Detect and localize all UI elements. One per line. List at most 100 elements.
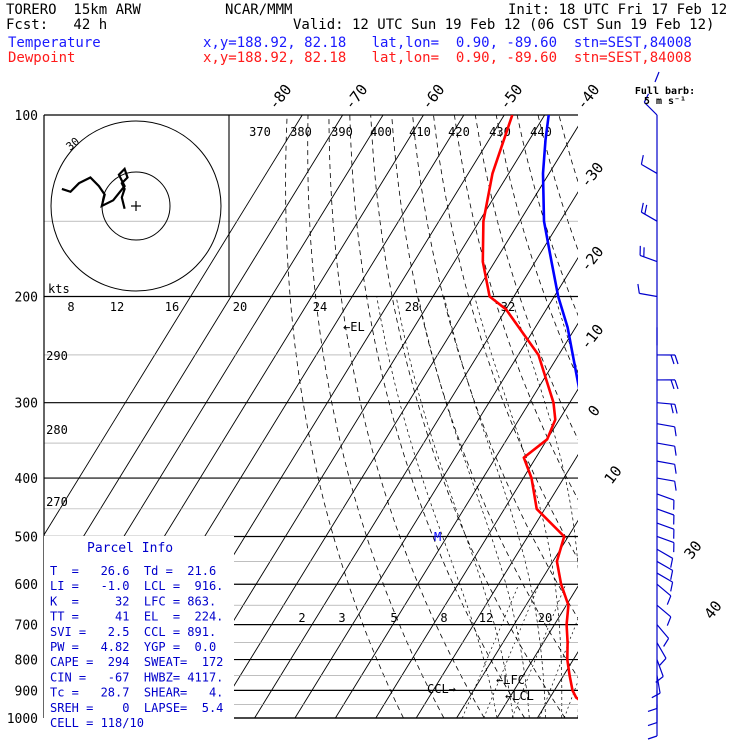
dry-adiabat	[285, 115, 404, 719]
barb-flag	[674, 481, 677, 491]
parcel-row: PW = 4.82 YGP = 0.0	[50, 640, 216, 654]
isotherm-label: -50	[496, 81, 527, 113]
wind-barb	[656, 560, 674, 580]
location-line-dew: x,y=188.92, 82.18 lat,lon= 0.90, -89.60 …	[203, 50, 692, 66]
wind-barb	[656, 572, 674, 592]
isotherm	[294, 256, 578, 719]
parcel-row: TT = 41 EL = 224.	[50, 610, 223, 624]
barb-shaft	[641, 211, 658, 222]
wind-barb	[647, 690, 658, 712]
isotherm-label: 0	[584, 402, 604, 420]
parcel-row: Tc = 28.7 SHEAR= 4.	[50, 686, 223, 700]
moist-adiabat	[376, 296, 498, 719]
pressure-label: 300	[15, 397, 38, 412]
mixing-ratio-label: 8	[440, 611, 447, 625]
theta-label: 390	[331, 125, 353, 139]
dry-adiabat	[474, 115, 578, 441]
wind-barb	[647, 704, 658, 727]
isotherm	[173, 115, 546, 719]
barb-flag	[674, 404, 678, 414]
el-marker: ←EL	[343, 320, 365, 334]
barb-flag	[674, 426, 677, 437]
parcel-row: SVI = 2.5 CCL = 891.	[50, 625, 216, 639]
temperature-profile	[541, 115, 578, 390]
location-line-temp: x,y=188.92, 82.18 lat,lon= 0.90, -89.60 …	[203, 35, 692, 51]
barb-shaft	[656, 535, 675, 544]
parcel-box-bg	[44, 536, 234, 726]
dry-adiabat	[328, 115, 485, 719]
pressure-label: 900	[15, 684, 38, 699]
hodo-speed-label: 16	[165, 300, 179, 314]
moist-adiabat	[395, 296, 514, 719]
wind-barb	[656, 477, 677, 491]
isotherm-label: -60	[418, 81, 449, 113]
barb-flag	[637, 283, 640, 294]
parcel-row: CAPE = 294 SWEAT= 172	[50, 655, 223, 669]
isotherm-label: -40	[573, 81, 604, 113]
dry-adiabat	[684, 115, 740, 718]
barb-shaft	[639, 292, 658, 298]
pressure-label: 400	[15, 472, 38, 487]
model-label: TORERO 15km ARW	[6, 2, 141, 18]
hodo-speed-label: 20	[233, 300, 247, 314]
dry-adiabat	[537, 115, 578, 252]
ccl-marker: CCL→	[427, 682, 456, 696]
isotherm	[213, 125, 578, 719]
isotherm	[415, 454, 578, 719]
isotherm	[375, 388, 578, 719]
valid-time: Valid: 12 UTC Sun 19 Feb 12 (06 CST Sun …	[293, 17, 715, 33]
wind-barb	[656, 442, 677, 456]
wind-barb	[656, 604, 672, 626]
isotherm-label: -10	[577, 321, 608, 353]
hodo-ring-outer	[50, 120, 222, 292]
barb-shaft	[656, 642, 667, 659]
barb-legend-sample	[654, 71, 660, 83]
barb-flag	[647, 707, 658, 712]
barb-flag	[670, 570, 674, 580]
isotherm-label: -80	[265, 81, 296, 113]
init-time: Init: 18 UTC Fri 17 Feb 12	[508, 2, 728, 18]
barb-flag	[647, 722, 658, 727]
barb-shaft	[643, 101, 658, 116]
isotherm-label: -30	[577, 159, 608, 191]
barb-shaft	[656, 508, 675, 516]
barb-shaft	[656, 624, 670, 639]
wind-barb	[656, 354, 679, 365]
pressure-label: 1000	[7, 712, 38, 727]
barb-flag	[670, 403, 674, 414]
barb-shaft	[656, 583, 672, 597]
hodo-ring-label: 30	[64, 135, 83, 153]
hodo-speed-label: 32	[501, 300, 515, 314]
hodograph: 30	[50, 115, 230, 296]
theta-label: 400	[370, 125, 392, 139]
hodo-speed-label: 24	[313, 300, 327, 314]
wind-barb	[656, 522, 675, 539]
barb-shaft	[656, 548, 673, 559]
theta-label: 270	[46, 495, 68, 509]
dry-adiabat	[664, 115, 740, 718]
moist-adiabat	[417, 296, 530, 719]
barb-shaft	[656, 442, 675, 447]
isotherm	[335, 322, 578, 719]
wind-barb	[656, 423, 677, 437]
mixing-ratio-line	[563, 680, 578, 719]
barb-flag	[666, 616, 672, 626]
theta-label: 380	[290, 125, 312, 139]
wind-barb	[647, 718, 658, 740]
pressure-label: 700	[15, 619, 38, 634]
barb-flag	[670, 379, 675, 390]
wind-barb	[643, 93, 658, 116]
parcel-title: Parcel Info	[87, 541, 173, 556]
wind-barb	[640, 154, 658, 174]
isotherm-label: 30	[680, 537, 705, 562]
barb-flag	[659, 657, 667, 666]
pressure-label: 800	[15, 654, 38, 669]
isotherm-label: 40	[700, 597, 725, 622]
wind-barb	[656, 493, 675, 510]
barb-shaft	[639, 254, 658, 263]
barb-shaft	[656, 659, 664, 677]
barb-flag	[640, 154, 644, 165]
barb-shaft	[641, 163, 658, 174]
dry-adiabat	[391, 115, 578, 679]
barb-shaft	[656, 522, 675, 530]
